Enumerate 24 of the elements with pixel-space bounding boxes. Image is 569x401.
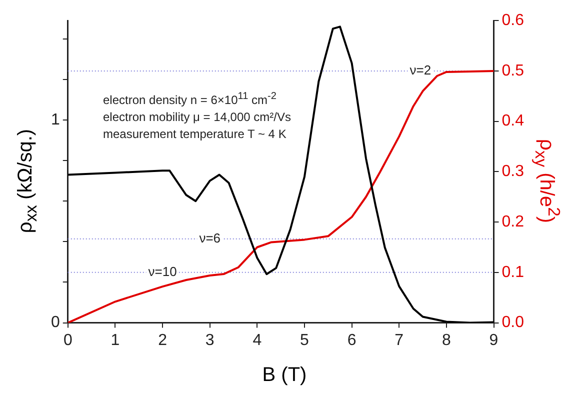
x-tick-label: 3 bbox=[205, 332, 214, 349]
annotation: ν=2 bbox=[410, 62, 432, 78]
x-tick-label: 7 bbox=[394, 332, 404, 349]
y2-tick-label: 0.2 bbox=[502, 213, 524, 230]
x-tick-label: 5 bbox=[300, 332, 310, 349]
x-tick-label: 6 bbox=[347, 332, 356, 349]
x-tick-label: 4 bbox=[252, 332, 262, 349]
x-axis-title: B (T) bbox=[261, 364, 308, 387]
y2-tick-label: 0.0 bbox=[502, 314, 524, 332]
x-tick-label: 9 bbox=[489, 332, 498, 349]
y2-tick-label: 0.4 bbox=[502, 112, 524, 130]
annotation: ν=10 bbox=[148, 264, 177, 280]
annotation: ν=6 bbox=[199, 230, 221, 246]
annotation: measurement temperature T ~ 4 K bbox=[103, 126, 288, 143]
y2-tick-label: 0.1 bbox=[502, 264, 524, 281]
y2-tick-label: 0.6 bbox=[502, 12, 524, 30]
annotation: electron mobility μ = 14,000 cm²/Vs bbox=[103, 109, 291, 126]
x-tick-label: 8 bbox=[442, 332, 451, 349]
y2-tick-label: 0.3 bbox=[502, 163, 524, 180]
x-tick-label: 1 bbox=[110, 332, 120, 349]
annotation: electron density n = 6×10$^{11}$ cm$^{-2}$ bbox=[103, 90, 278, 109]
x-tick-label: 0 bbox=[63, 332, 72, 349]
y2-tick-label: 0.5 bbox=[502, 62, 524, 80]
x-tick-label: 2 bbox=[158, 332, 168, 349]
